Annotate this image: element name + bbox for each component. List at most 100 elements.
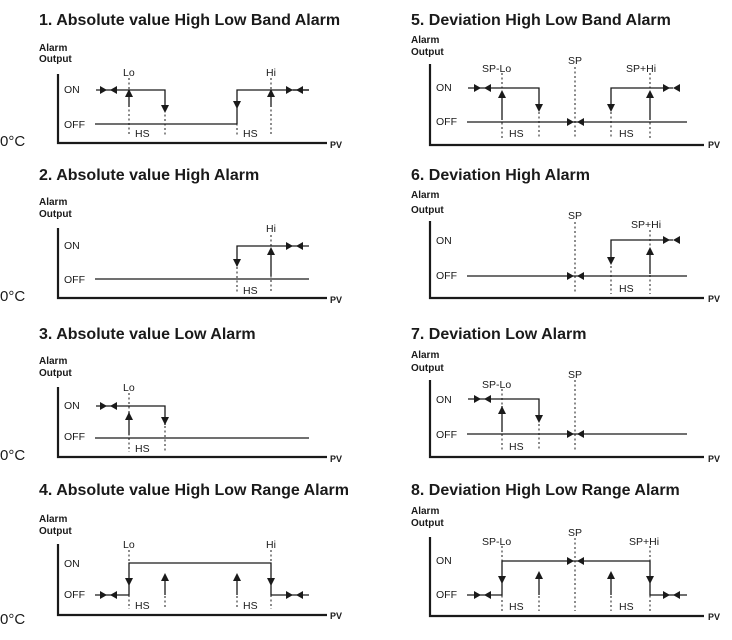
arrow-right-icon <box>100 86 107 94</box>
axis-lines <box>56 228 327 300</box>
panel-title: 5. Deviation High Low Band Alarm <box>411 12 671 29</box>
arrow-down-icon <box>161 105 169 113</box>
arrow-left-icon <box>673 84 680 92</box>
alarm-diagram: Alarm Output ON OFF PV SP-Lo SP SP+Hi HS… <box>411 506 720 622</box>
arrow-down-icon <box>233 259 241 267</box>
panel-title: 1. Absolute value High Low Band Alarm <box>39 12 341 29</box>
alarm-diagram: Alarm Output ON OFF PV 0°C Lo Hi HS HS <box>0 514 342 628</box>
arrow-up-icon <box>498 90 506 98</box>
arrow-right-icon <box>663 84 670 92</box>
arrow-up-icon <box>161 573 169 581</box>
marker-sp-label: SP <box>568 369 582 381</box>
pv-axis-label: PV <box>330 295 342 305</box>
arrow-left-icon <box>577 430 584 438</box>
arrow-left-icon <box>484 591 491 599</box>
arrow-right-icon <box>100 402 107 410</box>
y-axis-label-alarm: Alarm <box>39 514 67 525</box>
output-trace-high-side <box>610 239 673 261</box>
panel-deviation-high-low-band-alarm: 5. Deviation High Low Band Alarm Alarm O… <box>411 12 732 170</box>
output-trace-low-side <box>468 398 540 418</box>
hysteresis-label: HS <box>509 601 524 613</box>
panel-title: 7. Deviation Low Alarm <box>411 326 587 343</box>
off-level-label: OFF <box>436 116 457 128</box>
arrow-up-icon <box>267 247 275 255</box>
hysteresis-label: HS <box>509 441 524 453</box>
arrow-left-icon <box>110 591 117 599</box>
origin-label: 0°C <box>0 611 25 628</box>
arrow-left-icon <box>577 557 584 565</box>
marker-sp-label: SP <box>568 527 582 539</box>
arrow-right-icon <box>474 591 481 599</box>
output-trace-low-side <box>468 87 540 107</box>
off-level-label: OFF <box>64 119 85 131</box>
axis-lines <box>428 221 704 300</box>
marker-sp-lo-label: SP-Lo <box>482 536 511 548</box>
y-axis-label-output: Output <box>411 47 444 58</box>
axis-lines <box>56 387 327 459</box>
hysteresis-label: HS <box>135 600 150 612</box>
off-level-label: OFF <box>64 274 85 286</box>
on-level-label: ON <box>436 235 452 247</box>
on-level-label: ON <box>436 82 452 94</box>
arrow-left-icon <box>577 272 584 280</box>
hysteresis-label: HS <box>243 285 258 297</box>
y-axis-label-alarm: Alarm <box>39 43 67 54</box>
arrow-up-icon <box>535 571 543 579</box>
alarm-diagram: Alarm Output ON OFF PV SP-Lo SP HS <box>411 350 720 464</box>
arrow-down-icon <box>607 104 615 112</box>
off-level-label: OFF <box>64 589 85 601</box>
alarm-diagram: Alarm Output ON OFF PV 0°C Lo Hi HS HS <box>0 43 342 150</box>
marker-sp-label: SP <box>568 55 582 67</box>
off-level-label: OFF <box>64 431 85 443</box>
panel-title: 8. Deviation High Low Range Alarm <box>411 482 680 499</box>
hysteresis-label: HS <box>243 600 258 612</box>
output-trace-high-side <box>236 245 309 266</box>
arrow-right-icon <box>286 591 293 599</box>
y-axis-label-output: Output <box>39 209 72 220</box>
marker-hi-label: Hi <box>266 223 276 235</box>
on-level-label: ON <box>64 400 80 412</box>
y-axis-label-output: Output <box>39 368 72 379</box>
arrow-down-icon <box>535 104 543 112</box>
y-axis-label-output: Output <box>411 205 444 216</box>
on-level-label: ON <box>436 555 452 567</box>
alarm-diagram: Alarm Output ON OFF PV 0°C Hi HS <box>0 197 342 305</box>
panel-title: 6. Deviation High Alarm <box>411 167 590 184</box>
arrow-left-icon <box>484 395 491 403</box>
arrow-right-icon <box>286 242 293 250</box>
y-axis-label-output: Output <box>39 526 72 537</box>
arrow-down-icon <box>535 415 543 423</box>
y-axis-label-alarm: Alarm <box>39 356 67 367</box>
hysteresis-label: HS <box>135 128 150 140</box>
alarm-diagram: Alarm Output ON OFF PV SP SP+Hi HS <box>411 190 720 304</box>
arrow-right-icon <box>100 591 107 599</box>
output-trace-high-side <box>610 87 673 108</box>
arrow-left-icon <box>110 402 117 410</box>
y-axis-label-alarm: Alarm <box>411 506 439 517</box>
panel-deviation-high-alarm: 6. Deviation High Alarm Alarm Output ON … <box>411 167 732 325</box>
axis-lines <box>428 380 704 459</box>
output-trace <box>467 560 687 596</box>
panel-absolute-high-alarm: 2. Absolute value High Alarm Alarm Outpu… <box>0 167 399 325</box>
panel-absolute-low-alarm: 3. Absolute value Low Alarm Alarm Output… <box>0 326 399 484</box>
panel-absolute-high-low-range-alarm: 4. Absolute value High Low Range Alarm A… <box>0 482 399 640</box>
marker-lo-label: Lo <box>123 539 135 551</box>
arrow-left-icon <box>577 118 584 126</box>
marker-lo-label: Lo <box>123 382 135 394</box>
marker-hi-label: Hi <box>266 67 276 79</box>
hysteresis-label: HS <box>619 283 634 295</box>
hysteresis-label: HS <box>135 443 150 455</box>
axis-lines <box>428 64 704 147</box>
y-axis-label-output: Output <box>411 518 444 529</box>
arrow-down-icon <box>498 576 506 584</box>
arrow-left-icon <box>296 591 303 599</box>
pv-axis-label: PV <box>708 140 720 150</box>
on-level-label: ON <box>64 558 80 570</box>
arrow-down-icon <box>607 257 615 265</box>
arrow-right-icon <box>663 236 670 244</box>
marker-lo-label: Lo <box>123 67 135 79</box>
marker-sp-lo-label: SP-Lo <box>482 379 511 391</box>
panel-title: 2. Absolute value High Alarm <box>39 167 260 184</box>
arrow-down-icon <box>161 417 169 425</box>
arrow-right-icon <box>567 557 574 565</box>
